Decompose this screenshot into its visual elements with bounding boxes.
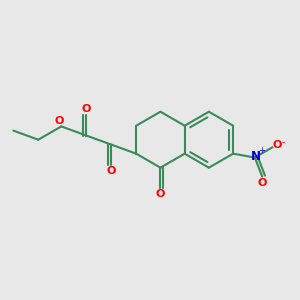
Text: O: O <box>82 104 91 114</box>
Text: O: O <box>55 116 64 126</box>
Text: +: + <box>258 146 265 155</box>
Text: O: O <box>257 178 267 188</box>
Text: -: - <box>282 137 286 147</box>
Text: O: O <box>272 140 282 150</box>
Text: N: N <box>251 150 261 163</box>
Text: O: O <box>106 166 116 176</box>
Text: O: O <box>156 189 165 199</box>
